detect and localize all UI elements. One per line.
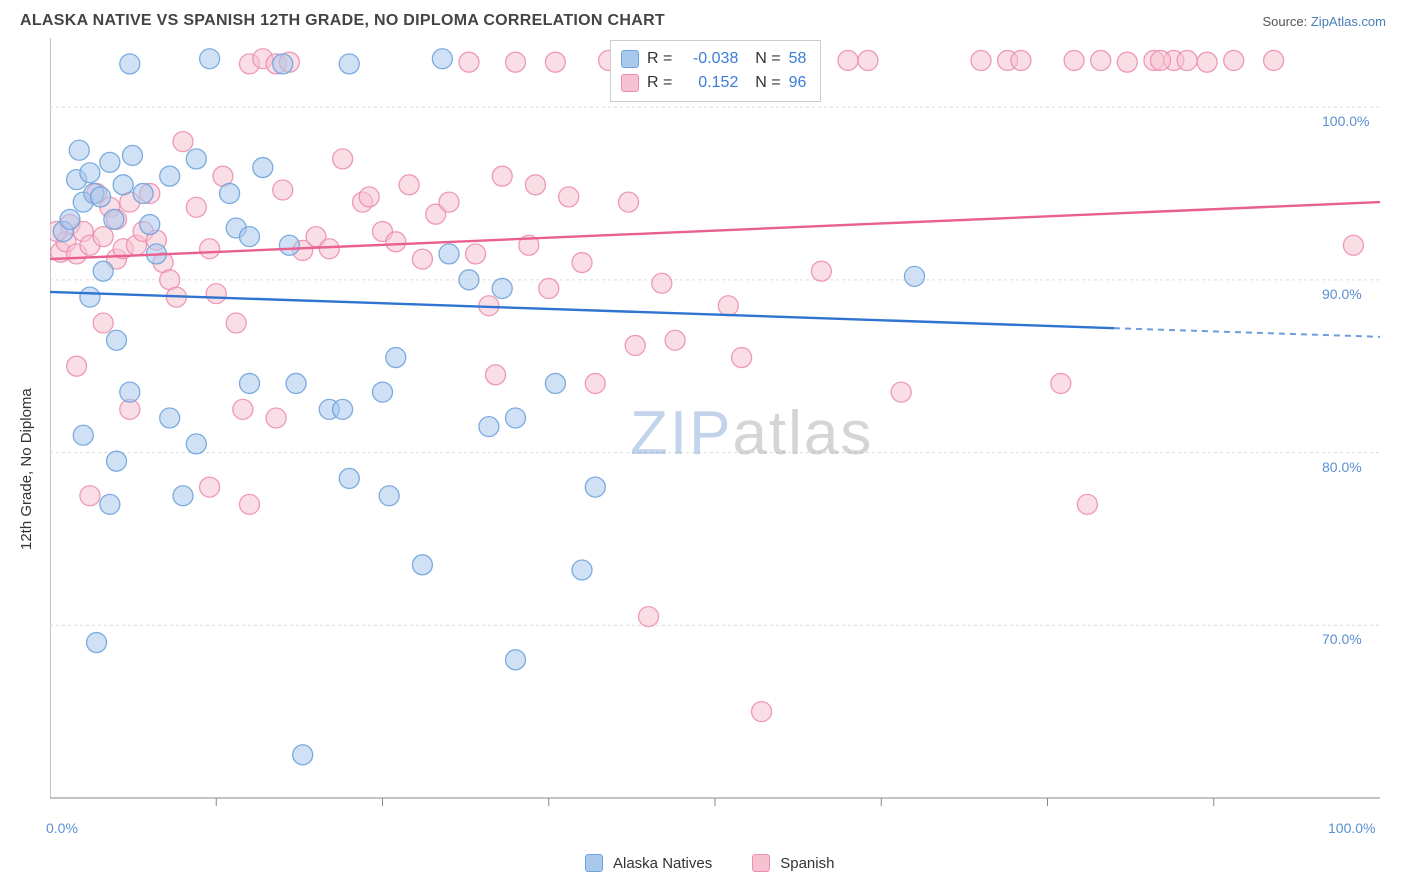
- source-link[interactable]: ZipAtlas.com: [1311, 14, 1386, 29]
- chart-header: ALASKA NATIVE VS SPANISH 12TH GRADE, NO …: [0, 0, 1406, 38]
- legend-bottom: Alaska Natives Spanish: [585, 854, 834, 872]
- stats-n-value: 58: [789, 47, 807, 71]
- stats-n-label: N =: [746, 71, 780, 95]
- y-tick-label: 90.0%: [1322, 286, 1362, 302]
- stats-r-label: R =: [647, 71, 672, 95]
- legend-item-spanish: Spanish: [752, 854, 834, 872]
- y-tick-label: 80.0%: [1322, 459, 1362, 475]
- stats-row-spanish: R = 0.152 N = 96: [621, 71, 806, 95]
- scatter-plot-svg: [50, 38, 1390, 808]
- stats-n-label: N =: [746, 47, 780, 71]
- stats-swatch-spanish: [621, 74, 639, 92]
- legend-swatch-spanish: [752, 854, 770, 872]
- legend-item-alaska: Alaska Natives: [585, 854, 712, 872]
- stats-swatch-alaska: [621, 50, 639, 68]
- legend-swatch-alaska: [585, 854, 603, 872]
- stats-r-value: 0.152: [680, 71, 738, 95]
- legend-label-alaska: Alaska Natives: [613, 855, 712, 872]
- source-attribution: Source: ZipAtlas.com: [1262, 14, 1386, 29]
- correlation-stats-box: R = -0.038 N = 58 R = 0.152 N = 96: [610, 40, 821, 102]
- chart-title: ALASKA NATIVE VS SPANISH 12TH GRADE, NO …: [20, 12, 665, 30]
- source-prefix: Source:: [1262, 14, 1310, 29]
- y-axis-label: 12th Grade, No Diploma: [18, 388, 35, 550]
- y-tick-label: 70.0%: [1322, 631, 1362, 647]
- stats-r-value: -0.038: [680, 47, 738, 71]
- stats-n-value: 96: [789, 71, 807, 95]
- y-tick-label: 100.0%: [1322, 113, 1369, 129]
- stats-row-alaska: R = -0.038 N = 58: [621, 47, 806, 71]
- x-tick-label-left: 0.0%: [46, 820, 78, 836]
- stats-r-label: R =: [647, 47, 672, 71]
- legend-label-spanish: Spanish: [780, 855, 834, 872]
- chart-area: R =-0.038 N =58R =0.152 N =96 ZIPatlas A…: [50, 38, 1396, 813]
- x-tick-label-right: 100.0%: [1328, 820, 1375, 836]
